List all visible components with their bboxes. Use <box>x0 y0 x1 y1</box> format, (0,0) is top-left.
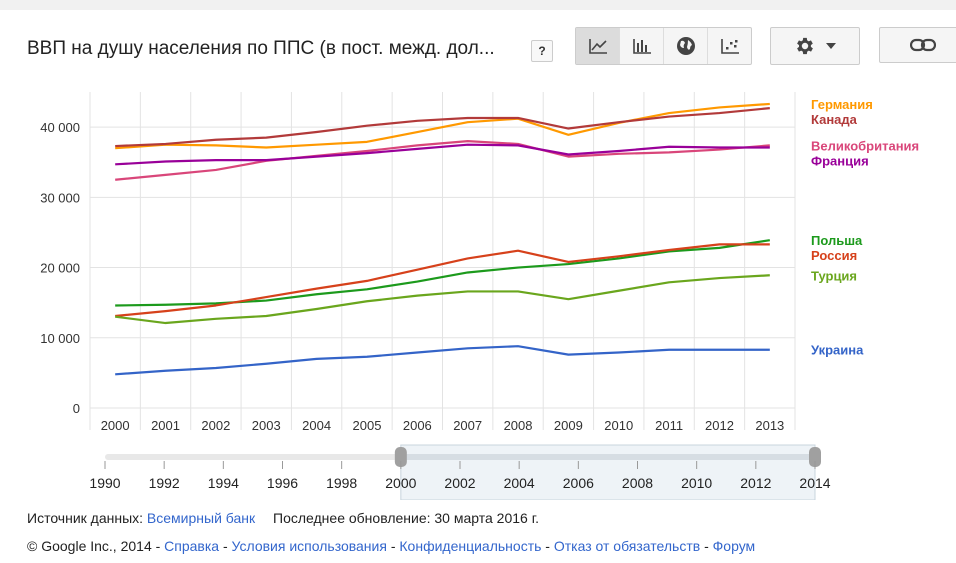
globe-icon <box>676 37 695 55</box>
x-tick-label: 2008 <box>504 418 533 433</box>
range-tick-label: 1990 <box>89 475 120 491</box>
footer-separator: - <box>700 538 713 554</box>
footer-separator: - <box>541 538 554 554</box>
x-tick-label: 2009 <box>554 418 583 433</box>
series-line[interactable] <box>115 107 770 148</box>
y-tick-label: 20 000 <box>40 261 80 276</box>
x-tick-label: 2012 <box>705 418 734 433</box>
x-tick-label: 2011 <box>655 418 683 433</box>
footer-separator: - <box>219 538 232 554</box>
range-tick-label: 2000 <box>385 475 416 491</box>
range-tick-label: 2006 <box>563 475 594 491</box>
series-line[interactable] <box>115 143 770 166</box>
series-line[interactable] <box>115 243 770 318</box>
range-tick-label: 1992 <box>149 475 180 491</box>
y-tick-label: 30 000 <box>40 190 80 205</box>
bar-chart-icon <box>632 39 651 54</box>
line-chart[interactable]: 0 10 000 20 000 30 000 40 000 2000 2001 2002 200… <box>0 75 956 500</box>
view-switcher <box>575 27 752 65</box>
legend-label: Франция <box>811 153 869 168</box>
footer-separator: - <box>386 538 400 554</box>
range-selection[interactable] <box>400 444 816 500</box>
range-handle-start[interactable] <box>394 447 407 467</box>
last-updated: Последнее обновление: 30 марта 2016 г. <box>273 510 539 526</box>
legend-label: Украина <box>811 343 864 358</box>
y-tick-label: 0 <box>73 401 80 416</box>
legend-label: Польша <box>811 233 863 248</box>
x-tick-label: 2000 <box>101 418 130 433</box>
x-tick-label: 2003 <box>252 418 281 433</box>
range-selected-track <box>400 454 815 460</box>
footer-link-help[interactable]: Справка <box>164 538 220 554</box>
x-tick-label: 2001 <box>151 418 180 433</box>
series-line[interactable] <box>115 274 770 325</box>
x-tick-label: 2013 <box>755 418 784 433</box>
scatter-view-button[interactable] <box>708 28 751 64</box>
x-tick-label: 2002 <box>201 418 230 433</box>
range-tick-label: 2012 <box>740 475 771 491</box>
range-tick-label: 1998 <box>326 475 357 491</box>
range-tick-label: 2008 <box>622 475 653 491</box>
top-strip <box>0 0 956 10</box>
source-link[interactable]: Всемирный банк <box>146 510 256 526</box>
series-line[interactable] <box>115 140 770 181</box>
y-tick-label: 40 000 <box>40 120 80 135</box>
range-handle-end[interactable] <box>809 447 821 467</box>
line-chart-view-button[interactable] <box>576 28 620 64</box>
series-line[interactable] <box>115 345 770 376</box>
range-tick-label: 1996 <box>267 475 298 491</box>
range-tick-label: 1994 <box>208 475 239 491</box>
legend-label: Россия <box>811 248 857 263</box>
legend-label: Канада <box>811 112 858 127</box>
range-tick-label: 2014 <box>799 475 830 491</box>
legend-label: Турция <box>811 268 857 283</box>
copyright: © Google Inc., 2014 - <box>27 538 161 554</box>
gear-icon <box>797 37 813 55</box>
legend-label: Великобритания <box>811 138 919 153</box>
bar-chart-view-button[interactable] <box>620 28 664 64</box>
x-tick-label: 2005 <box>353 418 382 433</box>
line-chart-icon <box>588 39 607 54</box>
legend-label: Германия <box>811 97 873 112</box>
source-label: Источник данных: <box>27 510 144 526</box>
chart-title: ВВП на душу населения по ППС (в пост. ме… <box>27 38 495 59</box>
link-button[interactable] <box>879 27 956 63</box>
footer-link-disclaimer[interactable]: Отказ от обязательств <box>553 538 701 554</box>
series-line[interactable] <box>115 239 770 307</box>
data-source: Источник данных: Всемирный банк Последне… <box>27 510 539 526</box>
x-tick-label: 2006 <box>403 418 432 433</box>
range-tick-label: 2004 <box>504 475 535 491</box>
range-tick-label: 2002 <box>444 475 475 491</box>
settings-button[interactable] <box>770 27 860 65</box>
scatter-chart-icon <box>720 39 739 54</box>
footer-link-forum[interactable]: Форум <box>712 538 756 554</box>
y-tick-label: 10 000 <box>40 331 80 346</box>
help-button[interactable]: ? <box>531 40 553 62</box>
footer-link-privacy[interactable]: Конфиденциальность <box>399 538 542 554</box>
x-tick-label: 2004 <box>302 418 331 433</box>
x-tick-label: 2010 <box>604 418 633 433</box>
range-tick-label: 2010 <box>681 475 712 491</box>
chevron-down-icon <box>826 43 836 49</box>
map-view-button[interactable] <box>664 28 708 64</box>
x-tick-label: 2007 <box>453 418 482 433</box>
link-icon <box>910 38 936 52</box>
footer-link-terms[interactable]: Условия использования <box>231 538 387 554</box>
series-line[interactable] <box>115 102 770 150</box>
footer: © Google Inc., 2014 - Справка - Условия … <box>27 538 755 554</box>
